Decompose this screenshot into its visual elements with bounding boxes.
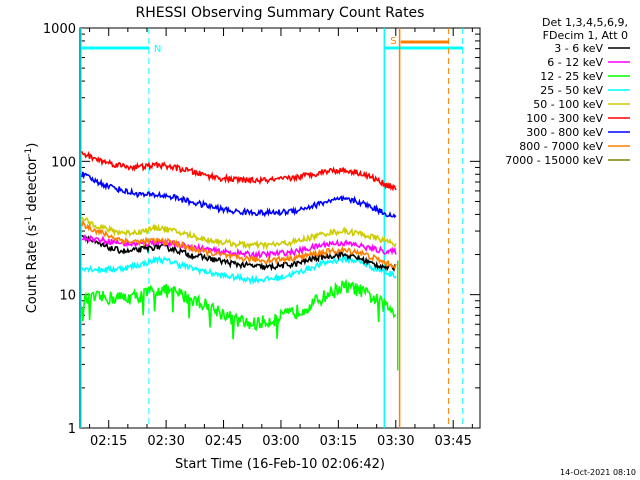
y-axis-label: Count Rate (s-1 detector-1) [24,143,40,314]
series-50-100-kev [81,216,397,251]
series-25-50-kev [81,254,397,286]
x-tick-label: 02:45 [205,434,242,449]
legend-label: 7000 - 15000 keV [505,154,603,167]
legend: Det 1,3,4,5,6,9,FDecim 1, Att 03 - 6 keV… [505,16,630,167]
x-axis-label: Start Time (16-Feb-10 02:06:42) [175,457,385,472]
series-100-300-kev [81,150,397,192]
legend-label: 12 - 25 keV [540,70,603,83]
y-axis-label-sup2: -1 [24,148,34,157]
legend-label: 800 - 7000 keV [519,140,603,153]
y-tick-label: 100 [51,155,76,170]
y-tick-label: 1 [68,422,76,437]
observing-overlays: NS [80,28,464,428]
y-tick-label: 1000 [43,22,76,37]
legend-label: 100 - 300 keV [526,112,603,125]
legend-header: Det 1,3,4,5,6,9, [542,16,628,29]
x-tick-label: 03:30 [377,434,414,449]
saa-label: S [390,36,396,47]
y-tick-label: 10 [59,289,76,304]
data-series [81,150,399,371]
x-tick-label: 03:45 [434,434,471,449]
y-axis-label-part1: Count Rate (s [25,225,40,314]
y-axis-label-part3: ) [25,143,40,148]
legend-label: 6 - 12 keV [547,56,603,69]
series-6-12-kev [81,234,397,261]
legend-label: 3 - 6 keV [554,42,603,55]
legend-label: 25 - 50 keV [540,84,603,97]
plot-border [79,27,481,429]
y-axis-label-sup1: -1 [24,216,34,225]
x-tick-label: 03:15 [320,434,357,449]
x-tick-label: 02:30 [147,434,184,449]
axis-ticks: 02:15 02:30 02:45 03:00 03:15 03:30 03:45 1 10 10… [43,22,480,449]
legend-label: 300 - 800 keV [526,126,603,139]
footer-timestamp: 14-Oct-2021 08:10 [560,468,636,477]
legend-header: FDecim 1, Att 0 [543,29,628,42]
x-tick-label: 02:15 [90,434,127,449]
chart-title: RHESSI Observing Summary Count Rates [136,5,425,21]
x-tick-label: 03:00 [262,434,299,449]
night-label: N [154,44,161,55]
series-12-25-kev [81,278,397,340]
series-800-7000-kev [81,219,397,270]
y-axis-label-part2: detector [25,156,40,216]
plot-area [79,27,481,429]
series-3-6-kev [81,234,397,272]
legend-label: 50 - 100 keV [533,98,603,111]
series-300-800-kev [81,171,397,219]
